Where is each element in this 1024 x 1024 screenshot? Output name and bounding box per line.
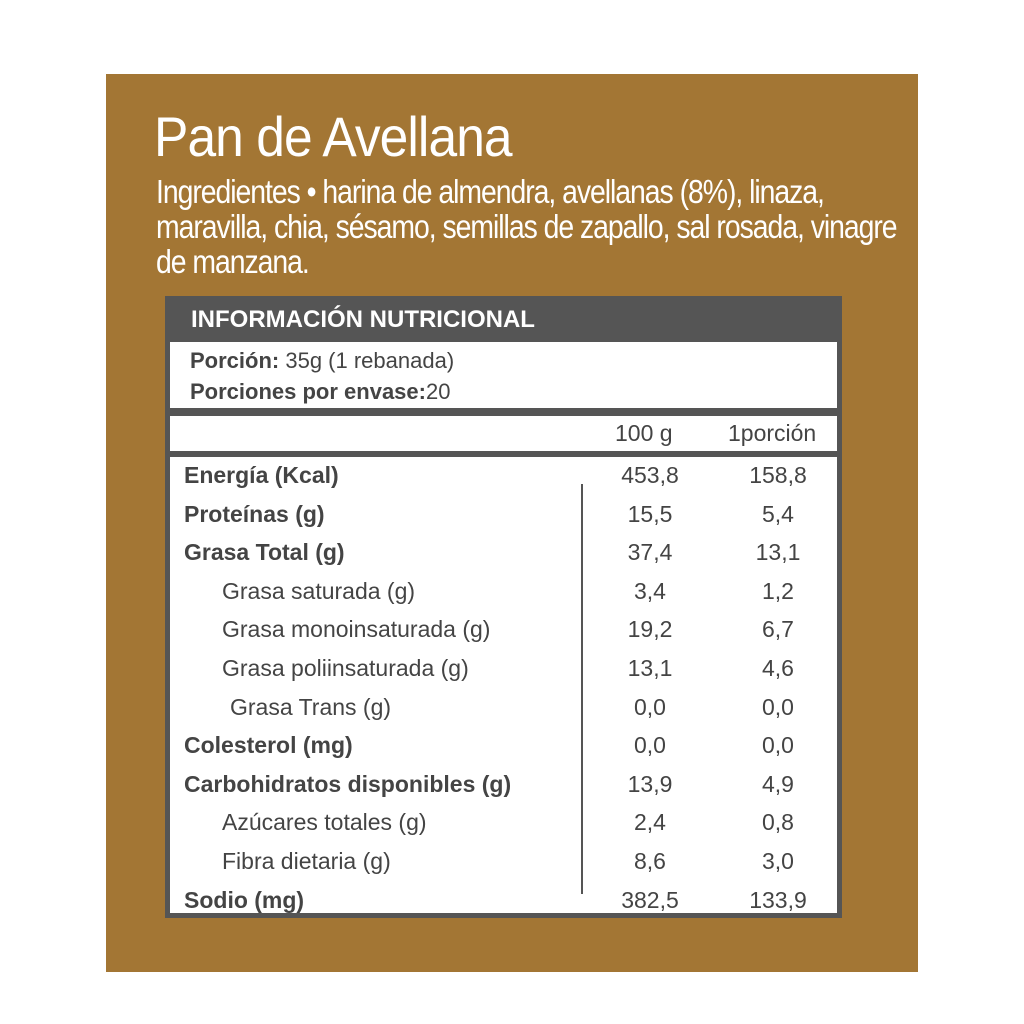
- table-row: Grasa saturada (g) 3,4 1,2: [170, 573, 837, 611]
- value-100g: 0,0: [634, 732, 666, 759]
- value-portion: 0,8: [762, 809, 794, 836]
- value-100g: 13,9: [627, 770, 673, 797]
- value-100g: 37,4: [627, 539, 673, 566]
- value-portion: 6,7: [762, 616, 794, 643]
- nutrient-label: Proteínas (g): [184, 500, 325, 527]
- column-divider: [581, 484, 583, 894]
- column-portion: 1porción: [728, 420, 817, 446]
- nutrient-label: Colesterol (mg): [184, 732, 353, 759]
- nutrient-label: Grasa saturada (g): [222, 577, 416, 604]
- value-100g: 2,4: [634, 809, 666, 836]
- table-row: Energía (Kcal) 453,8 158,8: [170, 457, 837, 495]
- table-row: Grasa Trans (g) 0,0 0,0: [170, 689, 837, 727]
- value-portion: 13,1: [755, 539, 801, 566]
- value-100g: 453,8: [621, 462, 679, 488]
- column-headers: 100 g 1porción: [170, 416, 837, 451]
- nutrient-label: Grasa monoinsaturada (g): [222, 616, 491, 643]
- table-row: Grasa monoinsaturada (g) 19,2 6,7: [170, 611, 837, 649]
- table-row: Azúcares totales (g) 2,4 0,8: [170, 804, 837, 842]
- table-row: Sodio (mg) 382,5 133,9: [170, 882, 837, 920]
- table-row: Proteínas (g) 15,5 5,4: [170, 496, 837, 534]
- portion-label: Porción:: [190, 348, 280, 373]
- table-row: Carbohidratos disponibles (g) 13,9 4,9: [170, 766, 837, 804]
- nutrient-label: Grasa Total (g): [184, 539, 345, 566]
- table-row: Grasa poliinsaturada (g) 13,1 4,6: [170, 650, 837, 688]
- nutrient-label: Sodio (mg): [184, 886, 305, 913]
- value-100g: 382,5: [621, 886, 679, 913]
- value-portion: 5,4: [762, 500, 794, 527]
- product-title: Pan de Avellana: [154, 105, 513, 168]
- value-100g: 3,4: [634, 577, 666, 604]
- portion-line: Porción: 35g (1 rebanada): [190, 348, 454, 374]
- nutrient-label: Carbohidratos disponibles (g): [184, 770, 512, 797]
- table-row: Colesterol (mg) 0,0 0,0: [170, 727, 837, 765]
- value-portion: 3,0: [762, 848, 794, 874]
- value-portion: 133,9: [749, 886, 807, 913]
- nutrition-rows: Energía (Kcal) 453,8 158,8 Proteínas (g) 15,…: [170, 457, 837, 913]
- portion-box: Porción: 35g (1 rebanada) Porciones por …: [170, 342, 837, 408]
- value-portion: 4,9: [762, 770, 794, 797]
- value-portion: 1,2: [762, 577, 794, 604]
- table-row: Grasa Total (g) 37,4 13,1: [170, 534, 837, 572]
- value-portion: 0,0: [762, 732, 794, 759]
- value-100g: 8,6: [634, 848, 666, 874]
- nutrient-label: Energía (Kcal): [184, 462, 339, 488]
- value-100g: 15,5: [627, 500, 673, 527]
- servings-line: Porciones por envase:20: [190, 379, 450, 405]
- nutrition-header-text: INFORMACIÓN NUTRICIONAL: [191, 306, 535, 333]
- table-row: Fibra dietaria (g) 8,6 3,0: [170, 843, 837, 881]
- value-portion: 4,6: [762, 655, 794, 681]
- portion-value: 35g (1 rebanada): [279, 348, 455, 373]
- value-portion: 158,8: [749, 462, 807, 488]
- value-100g: 19,2: [627, 616, 673, 643]
- nutrient-label: Fibra dietaria (g): [222, 848, 391, 874]
- ingredients-text: Ingredientes • harina de almendra, avell…: [156, 173, 898, 280]
- value-100g: 0,0: [634, 693, 666, 720]
- nutrition-header: INFORMACIÓN NUTRICIONAL: [165, 296, 842, 342]
- nutrient-label: Grasa poliinsaturada (g): [222, 655, 469, 681]
- value-100g: 13,1: [627, 655, 673, 681]
- nutrition-table: INFORMACIÓN NUTRICIONAL Porción: 35g (1 …: [165, 296, 842, 918]
- nutrient-label: Grasa Trans (g): [230, 693, 392, 720]
- servings-value: 20: [425, 379, 451, 404]
- servings-label: Porciones por envase:: [190, 379, 426, 404]
- column-100g: 100 g: [615, 420, 673, 446]
- nutrient-label: Azúcares totales (g): [222, 809, 427, 836]
- value-portion: 0,0: [762, 693, 794, 720]
